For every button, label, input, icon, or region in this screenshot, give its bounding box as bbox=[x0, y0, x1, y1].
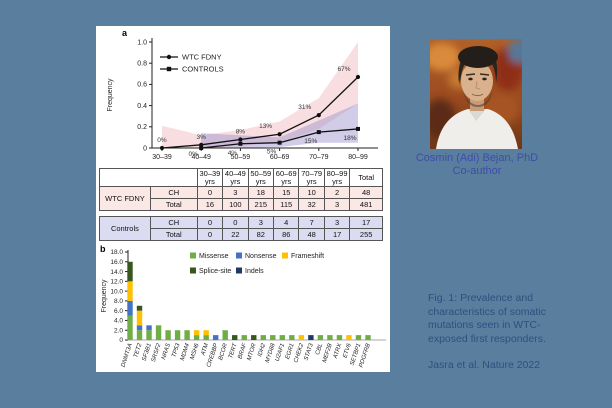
svg-text:CBL: CBL bbox=[315, 343, 324, 356]
svg-text:4%: 4% bbox=[228, 150, 238, 157]
panel-b-label: b bbox=[100, 244, 106, 254]
svg-text:DNMT3A: DNMT3A bbox=[121, 343, 134, 368]
svg-text:10.0: 10.0 bbox=[110, 288, 123, 295]
svg-text:0.6: 0.6 bbox=[137, 82, 147, 89]
table-row: Total 0 22 82 86 48 17 255 bbox=[100, 228, 383, 241]
svg-text:EGR1: EGR1 bbox=[285, 343, 296, 360]
svg-text:0: 0 bbox=[119, 337, 123, 344]
svg-text:MSH6: MSH6 bbox=[190, 342, 201, 360]
svg-text:0%: 0% bbox=[157, 137, 167, 144]
table-row: WTC FDNY CH 0 3 18 15 10 2 48 bbox=[99, 186, 383, 211]
svg-text:Frequency: Frequency bbox=[107, 78, 114, 112]
author-caption: Cosmin (Adi) Bejan, PhD Co-author bbox=[394, 152, 560, 178]
svg-text:1.0: 1.0 bbox=[137, 39, 147, 46]
svg-text:SF3B1: SF3B1 bbox=[142, 343, 153, 362]
svg-text:6.0: 6.0 bbox=[114, 308, 123, 315]
svg-text:14.0: 14.0 bbox=[110, 269, 123, 276]
author-role: Co-author bbox=[452, 165, 502, 177]
svg-text:60–69: 60–69 bbox=[270, 154, 290, 161]
svg-text:BCOR: BCOR bbox=[218, 342, 229, 361]
svg-text:MEF2B: MEF2B bbox=[322, 343, 334, 364]
svg-text:70–79: 70–79 bbox=[309, 154, 329, 161]
svg-text:8.0: 8.0 bbox=[114, 298, 123, 305]
caption-line: exposed first responders. bbox=[428, 332, 546, 345]
table-row: Total 16 100 215 115 32 3 481 bbox=[100, 198, 383, 211]
svg-text:NRAS: NRAS bbox=[161, 343, 172, 361]
svg-text:18%: 18% bbox=[343, 135, 356, 142]
stacked-bar-chart-mutations-by-gene: 0 2.0 4.0 6.0 8.0 10.0 12.0 14.0 16.0 18.0 Frequen… bbox=[101, 249, 386, 368]
svg-text:TERT: TERT bbox=[228, 341, 239, 359]
svg-text:15%: 15% bbox=[304, 138, 317, 145]
ch-frequency-table: 30–39 yrs 40–49 yrs 50–59 yrs 60–69 yrs 70–79 yrs… bbox=[99, 168, 387, 241]
caption-line: Fig. 1: Prevalence and bbox=[428, 292, 534, 304]
svg-text:BRAF: BRAF bbox=[237, 342, 248, 359]
svg-text:18.0: 18.0 bbox=[110, 249, 123, 256]
svg-text:13%: 13% bbox=[259, 123, 272, 130]
svg-text:12.0: 12.0 bbox=[110, 279, 123, 286]
svg-text:MDM4: MDM4 bbox=[180, 342, 191, 361]
svg-text:3%: 3% bbox=[196, 134, 206, 141]
table-row: Controls CH 0 0 3 4 7 3 17 bbox=[99, 216, 383, 241]
figure-panel: a 0 0.2 0.4 0.6 0.8 1.0 30–39 40–49 50–59 60–69 70… bbox=[96, 26, 390, 372]
svg-text:STAT3: STAT3 bbox=[304, 342, 315, 361]
svg-text:31%: 31% bbox=[298, 104, 311, 111]
caption-line: characteristics of somatic bbox=[428, 305, 546, 318]
svg-text:TP53: TP53 bbox=[171, 342, 181, 358]
ch-table: 30–39 yrs 40–49 yrs 50–59 yrs 60–69 yrs 70–79 yrs… bbox=[99, 168, 383, 241]
citation: Jasra et al. Nature 2022 bbox=[428, 359, 541, 371]
svg-text:2.0: 2.0 bbox=[114, 327, 123, 334]
svg-text:WTC FDNY: WTC FDNY bbox=[182, 53, 222, 62]
svg-text:ATM: ATM bbox=[200, 343, 210, 357]
svg-text:5%: 5% bbox=[267, 149, 277, 156]
svg-text:0.2: 0.2 bbox=[137, 124, 147, 131]
svg-text:ETV6: ETV6 bbox=[343, 342, 354, 359]
svg-text:Indels: Indels bbox=[245, 268, 264, 275]
svg-text:67%: 67% bbox=[337, 66, 350, 73]
svg-text:0.4: 0.4 bbox=[137, 103, 147, 110]
svg-text:ATRX: ATRX bbox=[333, 342, 344, 361]
svg-text:Splice-site: Splice-site bbox=[199, 268, 231, 275]
author-name: Cosmin (Adi) Bejan, PhD bbox=[415, 152, 539, 164]
line-chart-ch-frequency-by-age: 0 0.2 0.4 0.6 0.8 1.0 30–39 40–49 50–59 60–69 70–7… bbox=[107, 38, 378, 161]
svg-text:SRSF2: SRSF2 bbox=[151, 342, 163, 363]
svg-text:8%: 8% bbox=[236, 129, 246, 136]
svg-text:40–49: 40–49 bbox=[191, 154, 211, 161]
svg-text:U2AF1: U2AF1 bbox=[275, 343, 286, 363]
svg-text:0.8: 0.8 bbox=[137, 61, 147, 68]
svg-text:30–39: 30–39 bbox=[152, 154, 172, 161]
author-photo bbox=[430, 39, 522, 149]
svg-text:4.0: 4.0 bbox=[114, 318, 123, 325]
svg-text:50–59: 50–59 bbox=[231, 154, 251, 161]
svg-text:Frameshift: Frameshift bbox=[291, 253, 324, 260]
svg-text:Missense: Missense bbox=[199, 253, 229, 260]
svg-text:0%: 0% bbox=[188, 151, 198, 158]
caption-line: mutations seen in WTC- bbox=[428, 319, 541, 331]
panel-a-label: a bbox=[122, 28, 128, 38]
svg-text:0: 0 bbox=[143, 145, 147, 152]
svg-text:CONTROLS: CONTROLS bbox=[182, 65, 224, 74]
svg-text:IDH2: IDH2 bbox=[257, 342, 267, 357]
svg-text:Nonsense: Nonsense bbox=[245, 253, 277, 260]
svg-text:80–99: 80–99 bbox=[348, 154, 368, 161]
svg-text:Frequency: Frequency bbox=[101, 279, 108, 313]
figure-caption: Fig. 1: Prevalence and characteristics o… bbox=[428, 292, 600, 373]
svg-text:TET2: TET2 bbox=[133, 342, 143, 358]
svg-text:16.0: 16.0 bbox=[110, 259, 123, 266]
svg-text:MTOR: MTOR bbox=[247, 342, 258, 361]
